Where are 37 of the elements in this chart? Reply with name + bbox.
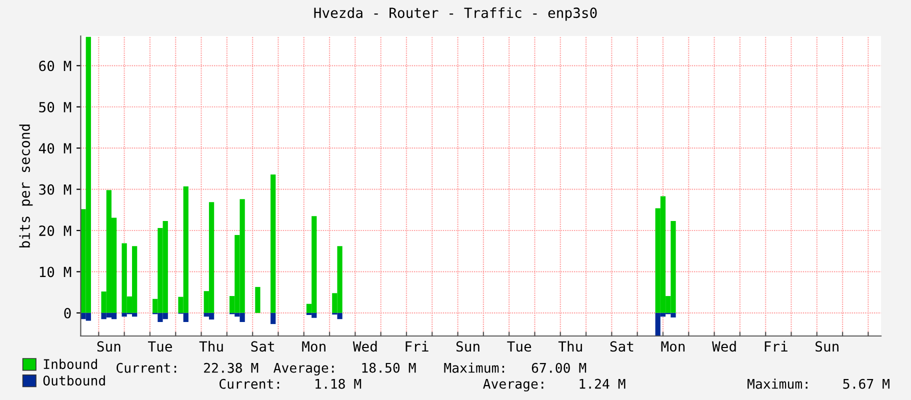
x-tick-label: Thu — [558, 340, 582, 352]
legend-label: Inbound — [44, 358, 97, 370]
text: Average: 1.24 M — [483, 378, 626, 392]
x-tick-label: Wed — [352, 340, 377, 352]
x-tick-label: Sat — [251, 341, 274, 352]
x-tick-label: Tue — [507, 341, 532, 352]
x-tick-label: Sun — [456, 341, 480, 352]
legend-label: Outbound — [43, 375, 105, 386]
x-tick-label: Mon — [661, 341, 685, 352]
x-tick-label: Fri — [764, 340, 788, 352]
text: Maximum: 67.00 M — [444, 362, 586, 373]
text: Current: 22.38 M — [116, 362, 258, 373]
x-tick-label: Sun — [97, 341, 120, 352]
x-tick-label: Tue — [148, 341, 172, 352]
y-tick-label: 30 M — [39, 184, 72, 195]
x-tick-label: Wed — [712, 340, 736, 352]
y-tick-label: 60 M — [39, 60, 72, 72]
x-tick-label: Sun — [816, 341, 838, 352]
bar — [270, 312, 276, 324]
x-tick-label: Sat — [610, 341, 634, 352]
bar — [270, 174, 276, 313]
y-axis-title: bits per second — [19, 124, 33, 248]
y-tick-label: 50 M — [39, 102, 72, 112]
text: Average: 18.50 M — [274, 362, 416, 376]
y-tick-label: 10 M — [40, 266, 72, 278]
y-tick-label: 40 M — [38, 143, 72, 154]
bar — [255, 286, 260, 313]
x-tick-label: Mon — [302, 341, 326, 352]
x-tick-label: Thu — [199, 340, 223, 352]
y-tick-label: 0 — [64, 308, 71, 318]
text: Maximum: 5.67 M — [748, 378, 890, 389]
bar — [86, 36, 91, 313]
chart-title: Hvezda - Router - Traffic - enp3s0 — [314, 7, 597, 21]
x-tick-label: Fri — [406, 340, 428, 352]
bar — [86, 312, 91, 321]
y-tick-label: 20 M — [39, 226, 72, 236]
text: Current: 1.18 M — [220, 378, 362, 389]
